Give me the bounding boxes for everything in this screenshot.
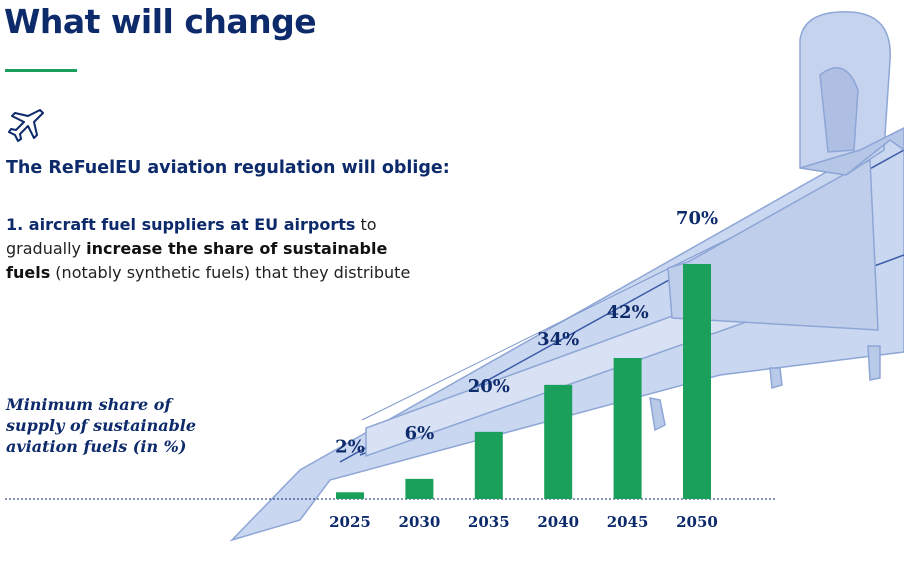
value-label-2050: 70% <box>676 208 718 229</box>
bar-2035 <box>474 431 503 499</box>
x-tick-2025: 2025 <box>329 513 371 531</box>
chart-title: Minimum share of supply of sustainable a… <box>6 395 197 456</box>
obligation-paragraph: 1. aircraft fuel suppliers at EU airport… <box>6 213 436 285</box>
bar-2040 <box>544 384 573 499</box>
x-tick-2030: 2030 <box>399 513 441 531</box>
bar-2030 <box>405 478 434 499</box>
page-title: What will change <box>4 2 317 41</box>
value-label-2025: 2% <box>335 436 365 457</box>
intro-heading: The ReFuelEU aviation regulation will ob… <box>6 158 450 178</box>
value-label-2030: 6% <box>405 423 435 444</box>
x-tick-2040: 2040 <box>537 513 579 531</box>
bars-group: 2% 2025 6% 2030 20% 2035 34% 2040 42% 2045 70% 2050 <box>329 208 718 531</box>
x-tick-2050: 2050 <box>676 513 718 531</box>
value-label-2035: 20% <box>468 376 510 397</box>
value-label-2045: 42% <box>607 302 649 323</box>
title-underline <box>5 69 77 72</box>
obligation-subject: 1. aircraft fuel suppliers at EU airport… <box>6 215 356 234</box>
obligation-text-end: (notably synthetic fuels) that they dist… <box>50 263 411 282</box>
airplane-icon <box>8 109 44 142</box>
bar-2050 <box>683 264 711 499</box>
bar-2025 <box>336 492 364 499</box>
obligation-emphasis: increase the share of sustainable fuels <box>6 239 388 282</box>
value-label-2040: 34% <box>537 329 579 350</box>
engine-illustration <box>799 11 904 176</box>
bar-2045 <box>613 358 642 499</box>
x-tick-2035: 2035 <box>468 513 510 531</box>
x-tick-2045: 2045 <box>607 513 649 531</box>
obligation-text: to gradually <box>6 215 377 258</box>
